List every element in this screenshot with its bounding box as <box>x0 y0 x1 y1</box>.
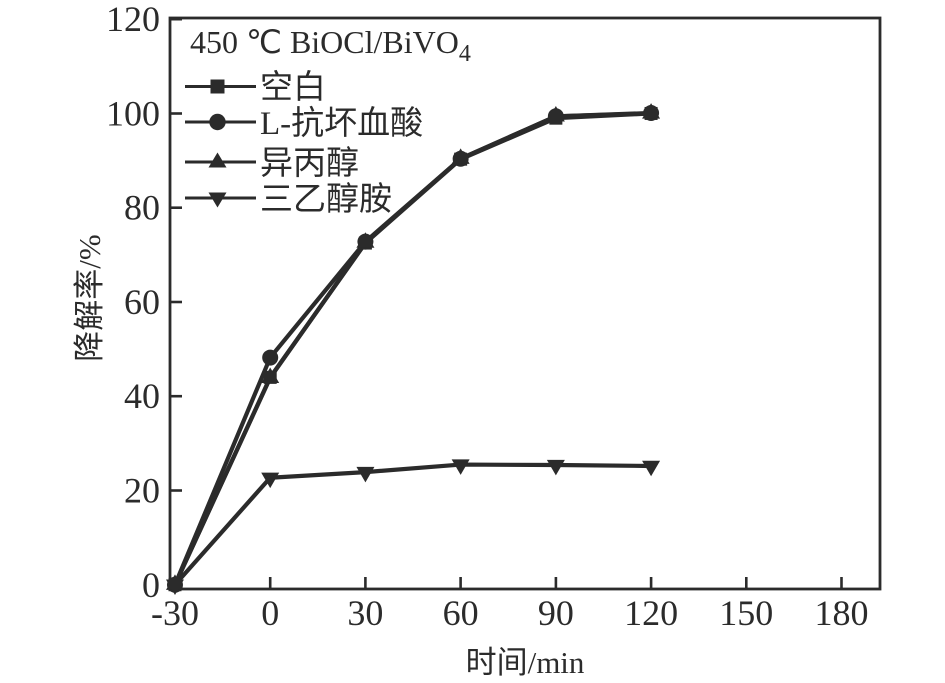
svg-text:三乙醇胺: 三乙醇胺 <box>260 181 392 218</box>
svg-text:40: 40 <box>124 376 160 416</box>
svg-text:450 ℃ BiOCl/BiVO4: 450 ℃ BiOCl/BiVO4 <box>190 24 471 67</box>
svg-text:100: 100 <box>106 94 160 134</box>
svg-text:30: 30 <box>347 593 383 633</box>
svg-text:时间/min: 时间/min <box>466 645 585 680</box>
svg-text:120: 120 <box>624 593 678 633</box>
svg-text:异丙醇: 异丙醇 <box>260 145 359 182</box>
svg-text:0: 0 <box>261 593 279 633</box>
svg-text:L-抗坏血酸: L-抗坏血酸 <box>260 105 423 142</box>
svg-text:80: 80 <box>124 188 160 228</box>
svg-text:60: 60 <box>124 282 160 322</box>
svg-text:空白: 空白 <box>260 69 326 106</box>
svg-text:0: 0 <box>142 565 160 605</box>
svg-text:60: 60 <box>443 593 479 633</box>
svg-text:150: 150 <box>719 593 773 633</box>
svg-text:20: 20 <box>124 471 160 511</box>
svg-text:120: 120 <box>106 0 160 39</box>
svg-text:降解率/%: 降解率/% <box>72 234 107 361</box>
svg-text:90: 90 <box>538 593 574 633</box>
svg-text:180: 180 <box>815 593 869 633</box>
